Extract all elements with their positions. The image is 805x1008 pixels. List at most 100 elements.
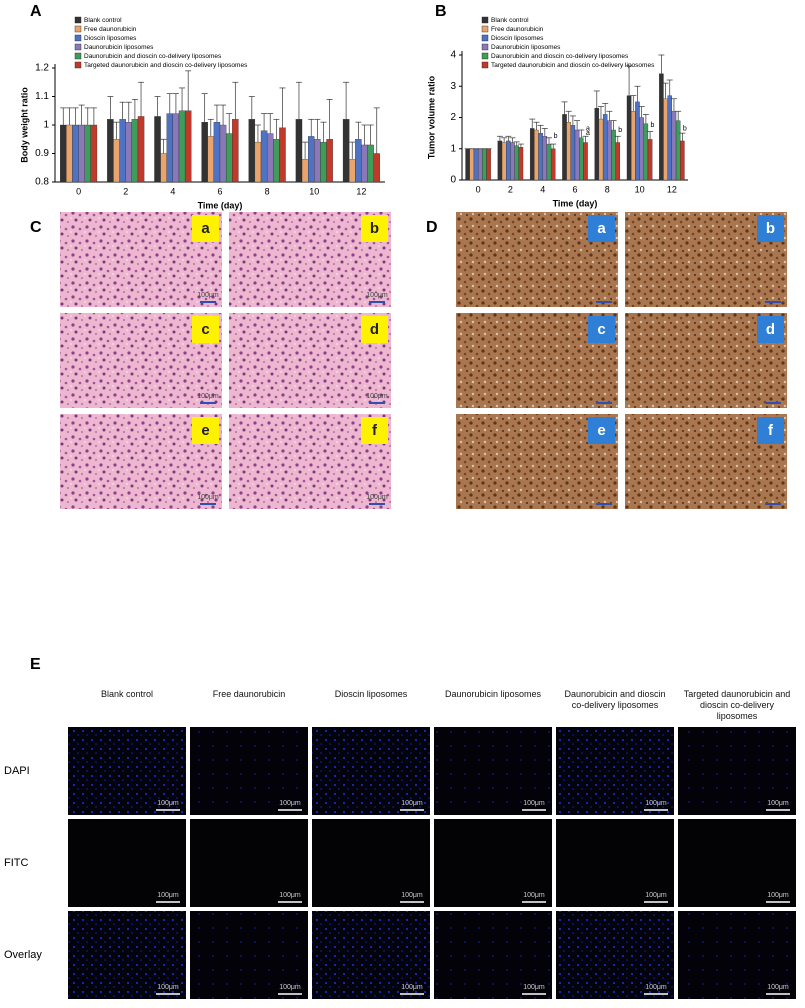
column-header: Daunorubicin and dioscin co-delivery lip… (564, 689, 666, 710)
bar (225, 133, 233, 183)
bar (66, 124, 73, 183)
error-bar (226, 113, 233, 134)
x-tick-label: 4 (170, 186, 175, 196)
panel-tag: a (201, 220, 210, 237)
error-bar (66, 107, 73, 125)
row-label: Overlay (4, 949, 42, 961)
bar (207, 136, 215, 183)
bar (482, 148, 487, 181)
x-tick-label: 0 (476, 184, 481, 194)
bar (465, 148, 470, 181)
error-bar (517, 143, 524, 148)
bar (361, 144, 368, 183)
bar (514, 145, 519, 181)
bar (314, 139, 321, 183)
error-bar (131, 98, 138, 120)
bar (107, 119, 114, 183)
error-bar (84, 107, 91, 125)
error-bar (582, 135, 589, 143)
x-tick-label: 2 (123, 186, 128, 196)
error-bar (550, 143, 557, 149)
error-bar (201, 93, 208, 123)
legend-label: Free daunorubicin (491, 26, 544, 33)
bar (501, 142, 507, 181)
y-tick-label: 2 (450, 112, 456, 123)
legend-label: Daunorubicin and dioscin co-delivery lip… (491, 53, 629, 60)
panel-label: C (30, 219, 42, 236)
error-bar (658, 54, 665, 74)
error-bar (373, 107, 380, 154)
bar (497, 140, 503, 181)
legend-label: Daunorubicin liposomes (491, 44, 561, 51)
bar (172, 113, 180, 183)
scale-label: 100μm (401, 984, 423, 991)
x-tick-label: 2 (508, 184, 513, 194)
bar (355, 139, 362, 183)
bar (469, 148, 475, 181)
error-bar (78, 104, 85, 125)
bar (626, 95, 632, 181)
panel-label: E (30, 656, 41, 673)
bar (119, 119, 126, 183)
bar (78, 124, 85, 183)
error-bar (626, 65, 633, 96)
bar (137, 116, 145, 183)
bar (349, 159, 356, 183)
column-header: Targeted daunorubicin and dioscin co-del… (683, 689, 791, 721)
error-bar (537, 124, 544, 134)
bar (473, 148, 479, 181)
scale-label: 100μm (157, 892, 179, 899)
fluorescence-image (68, 727, 186, 815)
bar (184, 110, 192, 183)
x-tick-label: 10 (309, 186, 319, 196)
row-label: DAPI (4, 765, 30, 777)
scale-label: 100μm (157, 800, 179, 807)
scale-label: 100μm (523, 892, 545, 899)
error-bar (614, 135, 621, 143)
row-label: FITC (4, 857, 28, 869)
legend-swatch (481, 43, 489, 51)
error-bar (630, 95, 637, 112)
column-header: Daunorubicin liposomes (444, 689, 542, 699)
scale-label: 100μm (366, 494, 388, 501)
error-bar (72, 107, 79, 125)
panel-label: B (435, 3, 447, 20)
panel-tag: c (597, 321, 605, 338)
error-bar (513, 141, 520, 146)
panel-tag: d (766, 321, 775, 338)
scale-label: 100μm (401, 892, 423, 899)
fluorescence-image (68, 819, 186, 907)
bar (647, 139, 653, 181)
bar (671, 111, 677, 181)
scale-bar (596, 301, 612, 303)
legend-label: Daunorubicin liposomes (84, 44, 154, 51)
annotation: a (586, 125, 590, 132)
scale-bar (369, 402, 385, 404)
y-tick-label: 1.1 (35, 91, 49, 102)
legend-swatch (74, 43, 82, 51)
y-tick-label: 0.8 (35, 177, 49, 188)
bar (566, 122, 571, 181)
error-bar (610, 120, 617, 130)
bar (84, 124, 91, 183)
bar (570, 125, 576, 181)
fluorescence-image (678, 727, 796, 815)
legend-swatch (74, 61, 82, 69)
error-bar (642, 114, 649, 124)
bar (534, 129, 539, 181)
bar (538, 132, 543, 181)
scale-label: 100μm (197, 393, 219, 400)
error-bar (662, 82, 669, 99)
scale-label: 100μm (767, 892, 789, 899)
bar (72, 124, 79, 183)
bar (550, 148, 556, 181)
panel-badge (192, 215, 219, 242)
bar (308, 136, 315, 183)
error-bar (213, 104, 220, 123)
y-axis-label: Body weight ratio (19, 87, 29, 163)
error-bar (509, 137, 516, 143)
column-header: Free daunorubicin (212, 689, 286, 699)
legend-swatch (74, 25, 82, 33)
